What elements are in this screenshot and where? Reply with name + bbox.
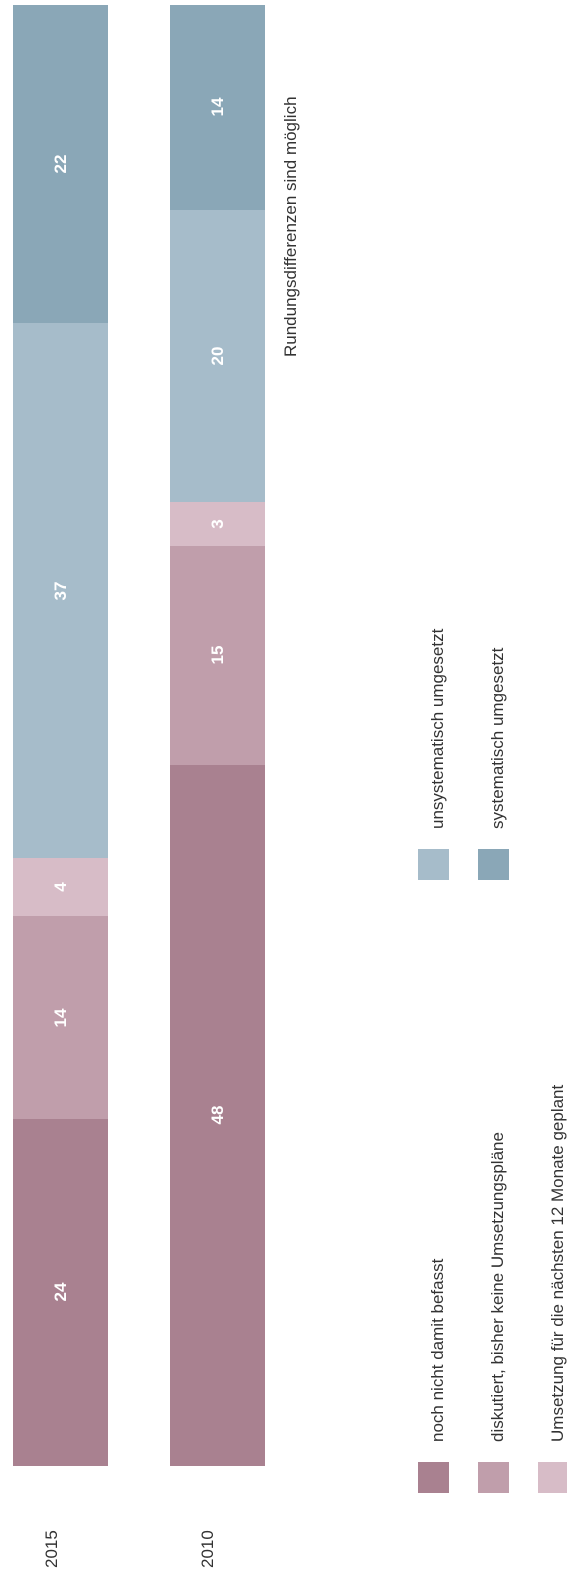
legend-label: unsystematisch umgesetzt xyxy=(428,628,447,829)
bar-segment: 20 xyxy=(170,209,265,502)
legend-swatch xyxy=(538,1462,567,1493)
data-label: 15 xyxy=(207,645,227,665)
data-label: 22 xyxy=(50,154,70,174)
legend-label: Umsetzung für die nächsten 12 Monate gep… xyxy=(548,1084,567,1442)
data-label: 20 xyxy=(207,346,227,366)
bar-segment: 24 xyxy=(13,1118,108,1466)
legend-label: systematisch umgesetzt xyxy=(488,647,507,829)
category-label: 2010 xyxy=(198,1530,217,1568)
legend-swatch xyxy=(418,849,449,880)
data-label: 14 xyxy=(50,1008,70,1028)
legend-swatch xyxy=(478,1462,509,1493)
data-label: 4 xyxy=(50,882,70,893)
bar-segment: 15 xyxy=(170,545,265,765)
category-label: 2015 xyxy=(42,1530,61,1568)
footnote: Rundungsdifferenzen sind möglich xyxy=(281,96,300,357)
bar-segment: 37 xyxy=(13,323,108,859)
data-label: 3 xyxy=(207,518,227,529)
bar-2015: 24 14 4 37 22 xyxy=(13,5,108,1466)
legend-label: noch nicht damit befasst xyxy=(428,1258,447,1442)
bar-segment: 3 xyxy=(170,501,265,546)
bar-segment: 14 xyxy=(13,916,108,1119)
legend-swatch xyxy=(478,849,509,880)
data-label: 48 xyxy=(207,1105,227,1125)
bar-segment: 22 xyxy=(13,5,108,324)
data-label: 37 xyxy=(50,581,70,601)
bar-segment: 48 xyxy=(170,764,265,1466)
legend-label: diskutiert, bisher keine Umsetzungspläne xyxy=(488,1132,507,1442)
bar-2010: 48 15 3 20 14 xyxy=(170,5,265,1466)
bar-segment: 4 xyxy=(13,858,108,917)
data-label: 14 xyxy=(207,97,227,117)
bar-segment: 14 xyxy=(170,5,265,210)
legend-swatch xyxy=(418,1462,449,1493)
data-label: 24 xyxy=(50,1282,70,1302)
